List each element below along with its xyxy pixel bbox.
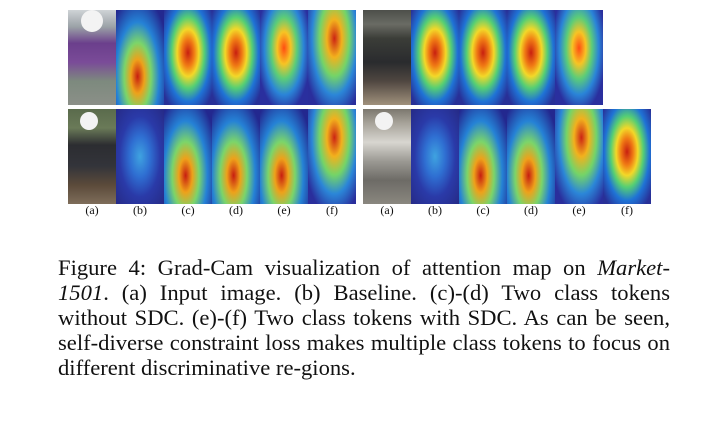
panel-label: (d) [229,203,243,217]
heatmap-baseline [116,10,164,105]
panel-label: (d) [524,203,538,217]
heatmap-e [555,10,603,105]
panel-label: (a) [85,203,99,217]
face-blur [375,112,393,130]
panel-labels-left: (a) (b) (c) (d) (e) (f) [68,204,356,216]
heatmap-e [260,10,308,105]
heatmap-f [308,109,356,204]
heatmap-d [507,109,555,204]
panel-label: (e) [572,203,586,217]
heatmap-c [459,109,507,204]
panel-label: (f) [326,203,338,217]
grid-row-1 [68,10,356,105]
heatmap-d [507,10,555,105]
grid-row-2 [363,109,651,204]
panel-label: (b) [133,203,147,217]
heatmap-d [212,10,260,105]
heatmap-f [603,109,651,204]
panel-label: (c) [181,203,195,217]
face-blur [80,112,98,130]
heatmap-e [555,109,603,204]
panel-label: (a) [380,203,394,217]
input-image [68,109,116,204]
heatmap-c [164,109,212,204]
face-blur [81,10,103,32]
caption-body: . (a) Input image. (b) Baseline. (c)-(d)… [58,280,670,380]
heatmap-baseline [411,109,459,204]
grid-row-1 [363,10,651,105]
figure-caption: Figure 4: Grad-Cam visualization of atte… [58,255,670,380]
input-image [68,10,116,105]
heatmap-baseline [411,10,459,105]
heatmap-f [308,10,356,105]
heatmap-c [164,10,212,105]
input-image [363,109,411,204]
figure-grid-right [363,10,651,208]
grid-row-2 [68,109,356,204]
figure-grid-left [68,10,356,208]
panel-label: (b) [428,203,442,217]
input-image [363,10,411,105]
panel-labels-right: (a) (b) (c) (d) (e) (f) [363,204,651,216]
heatmap-e [260,109,308,204]
heatmap-c [459,10,507,105]
caption-prefix: Figure 4: Grad-Cam visualization of atte… [58,255,598,280]
panel-label: (e) [277,203,291,217]
heatmap-baseline [116,109,164,204]
caption-dataset: Market-1501 [58,255,670,305]
panel-label: (f) [621,203,633,217]
panel-label: (c) [476,203,490,217]
heatmap-d [212,109,260,204]
